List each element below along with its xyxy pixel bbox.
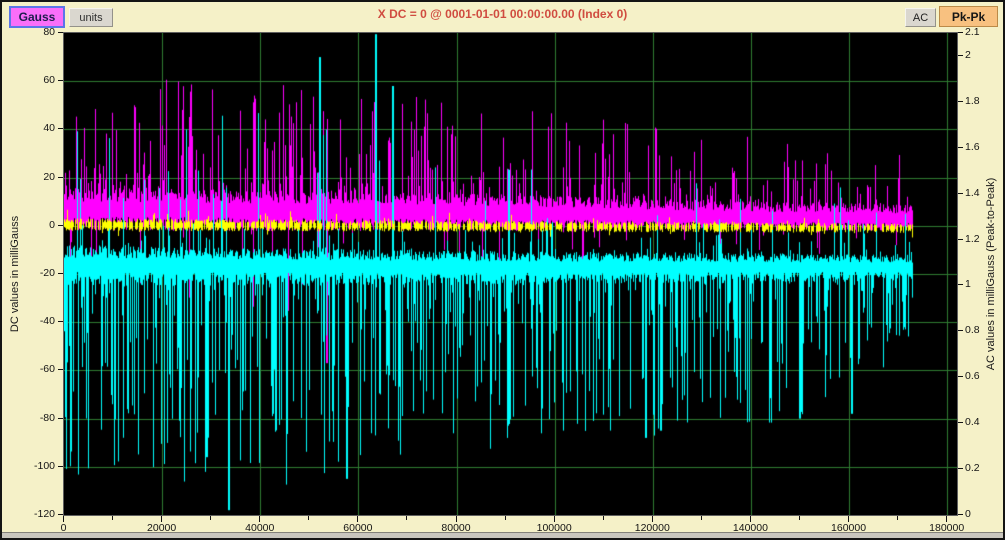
y-left-tick-label: -100 [2, 460, 55, 472]
y-right-tick [958, 514, 963, 515]
y-left-tick-label: 0 [2, 219, 55, 231]
y-left-tick-label: -20 [2, 267, 55, 279]
y-right-tick [958, 468, 963, 469]
window-bottom-edge [2, 532, 1003, 538]
x-axis-minor-tick [210, 516, 211, 520]
y-right-tick-label: 0.8 [965, 324, 1001, 336]
x-axis-minor-tick [799, 516, 800, 520]
y-left-tick [58, 514, 63, 515]
y-left-tick [58, 80, 63, 81]
y-left-tick [58, 418, 63, 419]
x-axis-minor-tick [112, 516, 113, 520]
x-axis-minor-tick [603, 516, 604, 520]
y-right-tick [958, 101, 963, 102]
y-right-tick [958, 422, 963, 423]
app-window: Gauss units X DC = 0 @ 0001-01-01 00:00:… [0, 0, 1005, 540]
y-right-tick [958, 32, 963, 33]
y-right-tick-label: 1.6 [965, 141, 1001, 153]
y-right-tick-label: 1.2 [965, 233, 1001, 245]
y-right-tick-label: 0 [965, 508, 1001, 520]
y-left-tick [58, 466, 63, 467]
y-left-tick-label: 20 [2, 171, 55, 183]
y-left-tick-label: -80 [2, 412, 55, 424]
y-right-tick [958, 55, 963, 56]
y-right-tick [958, 147, 963, 148]
y-right-tick-label: 0.2 [965, 462, 1001, 474]
y-right-tick-label: 0.6 [965, 370, 1001, 382]
y-right-tick-label: 1.8 [965, 95, 1001, 107]
y-right-tick-label: 2 [965, 49, 1001, 61]
chart-title: X DC = 0 @ 0001-01-01 00:00:00.00 (Index… [2, 7, 1003, 21]
y-left-tick [58, 369, 63, 370]
y-left-tick-label: 80 [2, 26, 55, 38]
y-right-tick-label: 1.4 [965, 187, 1001, 199]
y-left-tick-label: -120 [2, 508, 55, 520]
y-right-tick [958, 330, 963, 331]
y-right-tick-label: 0.4 [965, 416, 1001, 428]
y-left-tick [58, 128, 63, 129]
y-right-tick [958, 376, 963, 377]
ac-button[interactable]: AC [905, 8, 936, 27]
y-right-tick [958, 193, 963, 194]
y-left-tick [58, 32, 63, 33]
x-axis-minor-tick [308, 516, 309, 520]
y-left-tick [58, 321, 63, 322]
x-axis-minor-tick [505, 516, 506, 520]
y-left-tick [58, 273, 63, 274]
y-right-tick-label: 1 [965, 278, 1001, 290]
y-right-axis-title: AC values in milliGauss (Peak-to-Peak) [985, 142, 999, 406]
plot-frame [63, 32, 958, 516]
y-left-tick [58, 177, 63, 178]
y-left-tick-label: 60 [2, 74, 55, 86]
y-right-tick-label: 2.1 [965, 26, 1001, 38]
y-right-tick [958, 239, 963, 240]
y-left-tick-label: -40 [2, 315, 55, 327]
y-left-tick [58, 225, 63, 226]
y-left-tick-label: -60 [2, 363, 55, 375]
y-right-tick [958, 284, 963, 285]
plot-canvas[interactable] [64, 33, 957, 515]
x-axis-minor-tick [406, 516, 407, 520]
x-axis-minor-tick [701, 516, 702, 520]
y-left-tick-label: 40 [2, 122, 55, 134]
x-axis-minor-tick [897, 516, 898, 520]
pkpk-button[interactable]: Pk-Pk [939, 6, 998, 27]
